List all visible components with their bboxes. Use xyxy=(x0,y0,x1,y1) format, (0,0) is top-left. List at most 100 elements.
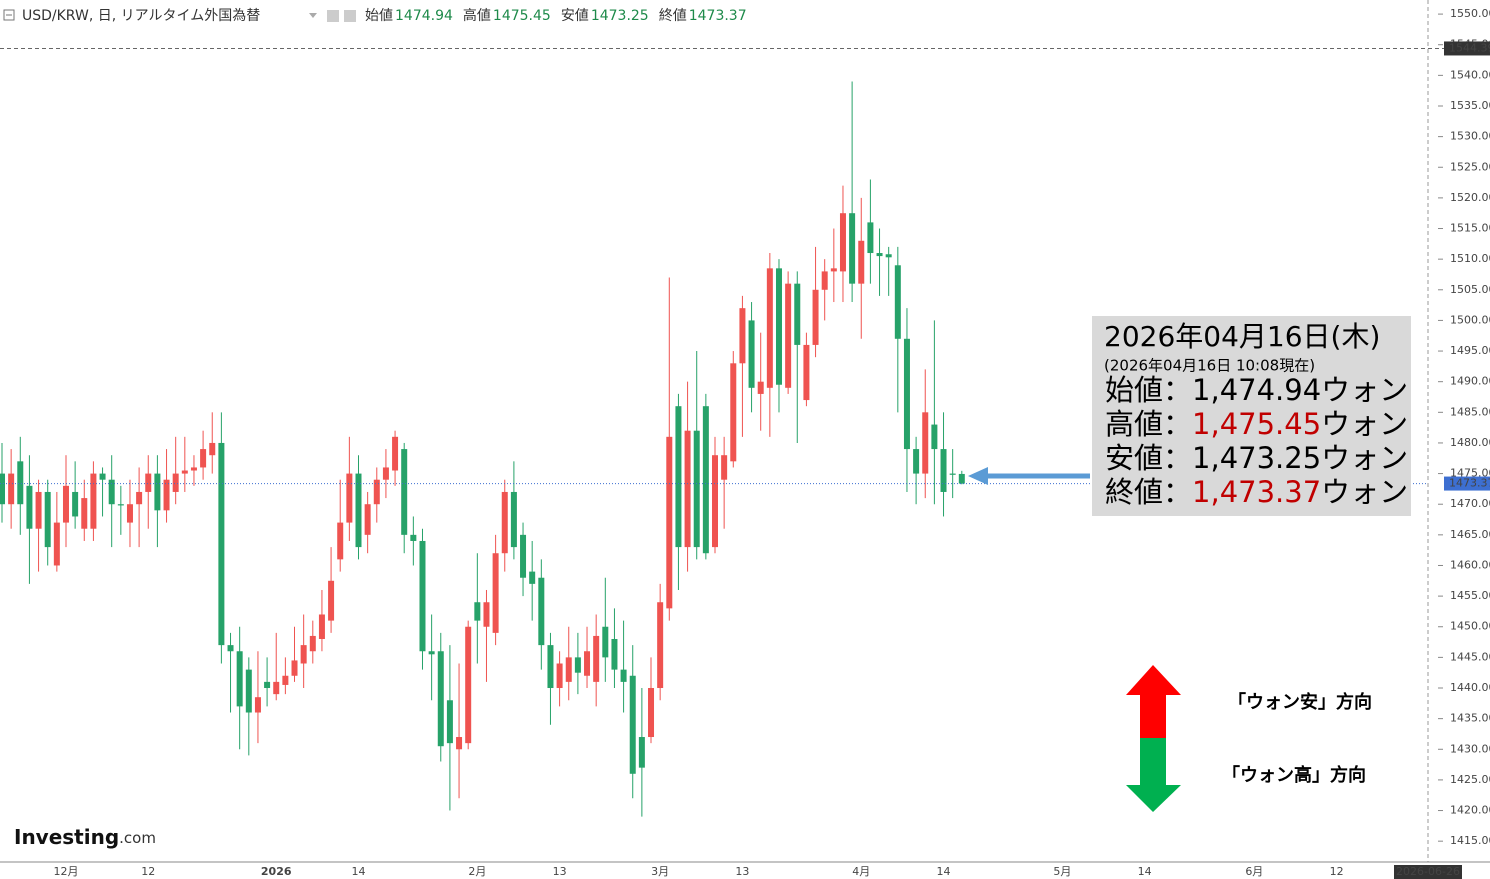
info-row: 高値：1,475.45ウォン xyxy=(1105,407,1408,441)
candle-body xyxy=(392,436,399,471)
candle-body xyxy=(565,657,572,682)
ohlc-value: 1474.94 xyxy=(395,8,453,24)
candle-body xyxy=(181,470,188,474)
annotations: 2026年04月16日(木) (2026年04月16日 10:08現在) 「ウォ… xyxy=(14,316,1411,849)
candle-body xyxy=(702,406,709,554)
y-tick-label: 1500.00 xyxy=(1450,313,1490,326)
candle-body xyxy=(812,289,819,345)
info-unit: ウォン xyxy=(1321,407,1408,441)
candle-body xyxy=(190,467,197,471)
candle-body xyxy=(922,412,929,474)
candle-body xyxy=(309,635,316,652)
info-value: 1,474.94 xyxy=(1192,373,1321,407)
info-value: 1,473.37 xyxy=(1192,475,1321,509)
candle-body xyxy=(35,491,42,529)
collapse-icon[interactable] xyxy=(3,9,15,21)
x-tick-label: 4月 xyxy=(852,865,870,878)
y-tick-label: 1535.00 xyxy=(1450,99,1490,112)
direction-up: 「ウォン安」方向 xyxy=(1228,691,1372,713)
logo: Investing.com xyxy=(14,825,156,849)
candle-body xyxy=(254,697,261,713)
candle-body xyxy=(200,449,207,468)
candle-body xyxy=(291,660,298,676)
candle-body xyxy=(584,651,591,676)
candle-body xyxy=(602,626,609,658)
info-separator: ： xyxy=(1163,441,1192,475)
candle-body xyxy=(17,461,24,505)
candle-body xyxy=(273,681,280,695)
candle-body xyxy=(739,308,746,364)
candle-body xyxy=(382,467,389,480)
info-value: 1,473.25 xyxy=(1192,441,1321,475)
x-tick-label: 3月 xyxy=(651,865,669,878)
settings-icon[interactable] xyxy=(327,10,339,22)
x-tick-label: 13 xyxy=(735,865,749,878)
plot-area xyxy=(0,47,1444,817)
info-separator: ： xyxy=(1163,475,1192,509)
candle-body xyxy=(474,602,481,621)
candle-body xyxy=(26,485,33,529)
candle-body xyxy=(903,338,910,450)
candle-body xyxy=(355,473,362,548)
candle-body xyxy=(227,645,234,652)
candle-body xyxy=(803,344,810,401)
dropdown-icon[interactable] xyxy=(309,13,317,18)
candle-body xyxy=(492,553,499,633)
candle-body xyxy=(894,265,901,339)
up-arrow xyxy=(1126,665,1181,738)
candle-body xyxy=(483,602,490,627)
x-tick-label: 13 xyxy=(553,865,567,878)
candle-body xyxy=(446,700,453,744)
candle-body xyxy=(684,430,691,548)
crosshair-price-label: 1544.39 xyxy=(1449,41,1490,54)
candle-body xyxy=(958,473,965,484)
candle-body xyxy=(657,602,664,689)
info-value: 1,475.45 xyxy=(1192,407,1321,441)
candle-body xyxy=(675,406,682,548)
info-label: 終値 xyxy=(1105,475,1163,509)
candle-body xyxy=(264,681,271,689)
x-tick-label: 2026-06-26 xyxy=(1396,865,1460,878)
x-tick-label: 12月 xyxy=(53,865,78,878)
crosshair-date-box xyxy=(1394,865,1462,879)
settings-icon[interactable] xyxy=(344,10,356,22)
y-tick-label: 1490.00 xyxy=(1450,375,1490,388)
y-tick-label: 1420.00 xyxy=(1450,804,1490,817)
y-tick-label: 1505.00 xyxy=(1450,283,1490,296)
x-tick-label: 12 xyxy=(141,865,155,878)
candle-body xyxy=(876,253,883,257)
candle-body xyxy=(721,455,728,480)
candle-body xyxy=(666,436,673,609)
y-tick-label: 1425.00 xyxy=(1450,773,1490,786)
y-tick-label: 1480.00 xyxy=(1450,436,1490,449)
candle-body xyxy=(108,479,115,505)
y-tick-label: 1435.00 xyxy=(1450,712,1490,725)
x-tick-label: 14 xyxy=(1138,865,1152,878)
y-tick-label: 1520.00 xyxy=(1450,191,1490,204)
axes: 1415.00 1420.00 1425.00 1430.00 1435.00 1440.… xyxy=(53,7,1490,879)
candle-body xyxy=(638,737,645,768)
x-tick-label: 6月 xyxy=(1245,865,1263,878)
ohlc-value: 1473.25 xyxy=(591,8,649,24)
candle-body xyxy=(328,580,335,621)
y-tick-label: 1550.00 xyxy=(1450,7,1490,20)
last-price-box xyxy=(1444,476,1490,491)
candle-body xyxy=(620,669,627,682)
candle-body xyxy=(648,688,655,738)
candle-body xyxy=(547,645,554,689)
candle-body xyxy=(337,522,344,560)
candle-body xyxy=(218,442,225,646)
candle-body xyxy=(529,571,536,584)
candle-body xyxy=(821,271,828,290)
candle-body xyxy=(99,473,106,480)
y-tick-label: 1430.00 xyxy=(1450,742,1490,755)
candle-body xyxy=(501,491,508,554)
y-tick-label: 1525.00 xyxy=(1450,160,1490,173)
candle-body xyxy=(931,424,938,450)
candle-body xyxy=(510,491,517,548)
last-price-label: 1473.37 xyxy=(1449,477,1490,490)
y-tick-label: 1445.00 xyxy=(1450,650,1490,663)
y-tick-label: 1465.00 xyxy=(1450,528,1490,541)
ohlc-label: 始値 xyxy=(365,8,393,24)
